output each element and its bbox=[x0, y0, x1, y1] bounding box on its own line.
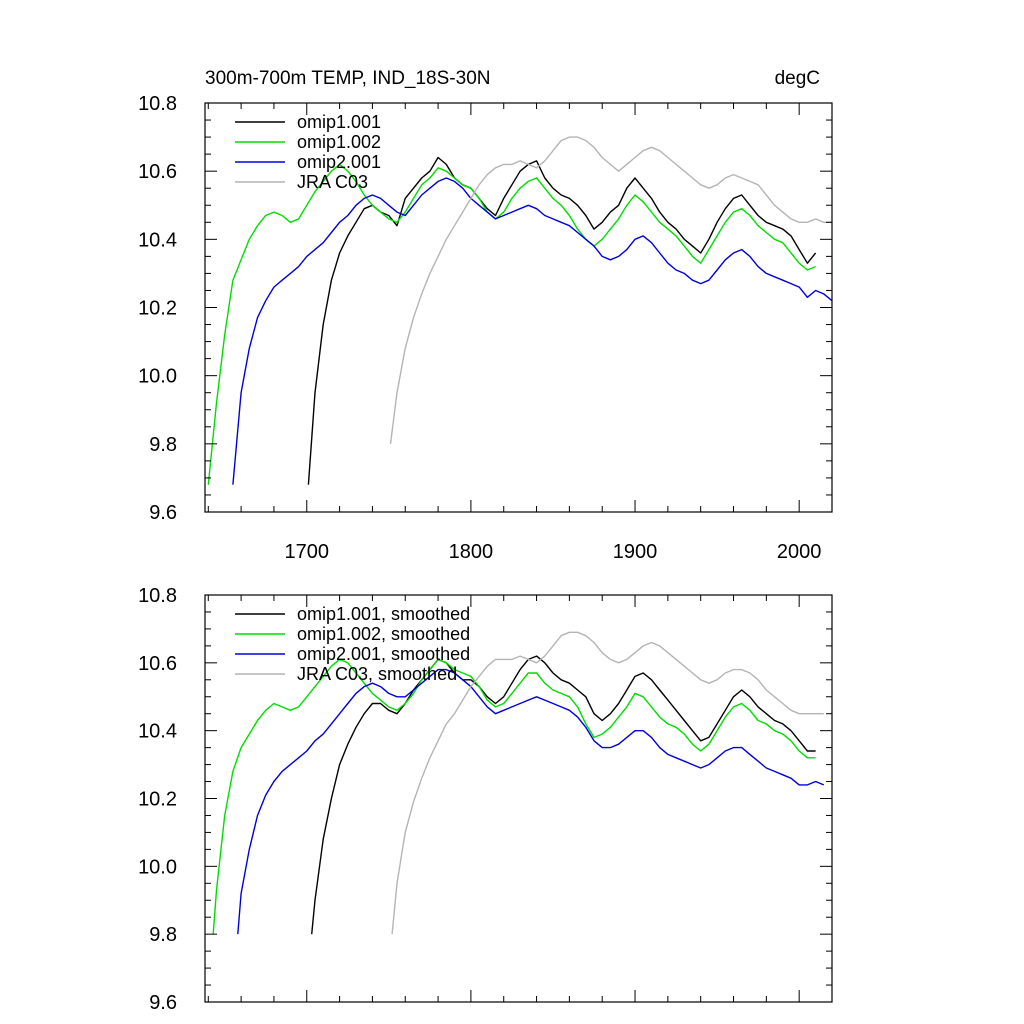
series-line-3 bbox=[232, 177, 833, 485]
series-line-1 bbox=[307, 156, 817, 485]
y-tick-label: 10.6 bbox=[138, 161, 177, 183]
legend-label: omip1.001 bbox=[297, 112, 381, 132]
legend-label: JRA C03, smoothed bbox=[297, 664, 457, 684]
y-tick-label: 10.4 bbox=[138, 229, 177, 251]
y-tick-label: 9.6 bbox=[149, 502, 177, 524]
series-line-4 bbox=[391, 631, 824, 935]
series-line-2 bbox=[212, 658, 816, 935]
legend-label: omip2.001 bbox=[297, 152, 381, 172]
x-tick-label: 2000 bbox=[777, 541, 822, 563]
series-line-4 bbox=[389, 136, 832, 444]
x-tick-label: 1900 bbox=[613, 541, 658, 563]
legend-label: omip1.002 bbox=[297, 132, 381, 152]
y-tick-label: 10.0 bbox=[138, 366, 177, 388]
y-tick-label: 9.6 bbox=[149, 992, 177, 1014]
y-tick-label: 9.8 bbox=[149, 924, 177, 946]
y-tick-label: 10.2 bbox=[138, 789, 177, 811]
x-tick-label: 1700 bbox=[285, 541, 330, 563]
x-tick-label: 1800 bbox=[449, 541, 494, 563]
y-tick-label: 10.0 bbox=[138, 856, 177, 878]
units-label: degC bbox=[775, 68, 820, 89]
legend-label: omip1.002, smoothed bbox=[297, 624, 470, 644]
legend-label: omip2.001, smoothed bbox=[297, 644, 470, 664]
series-line-2 bbox=[207, 163, 816, 485]
chart-title: 300m-700m TEMP, IND_18S-30N bbox=[205, 68, 490, 89]
legend-label: JRA C03 bbox=[297, 172, 368, 192]
legend-label: omip1.001, smoothed bbox=[297, 604, 470, 624]
y-tick-label: 10.6 bbox=[138, 653, 177, 675]
top-panel: 300m-700m TEMP, IND_18S-30N degC 9.6 9.8 10.… bbox=[138, 68, 833, 563]
y-tick-label: 10.8 bbox=[138, 93, 177, 115]
series-line-3 bbox=[237, 668, 825, 935]
y-tick-label: 9.8 bbox=[149, 434, 177, 456]
y-tick-label: 10.2 bbox=[138, 298, 177, 320]
y-tick-label: 10.8 bbox=[138, 585, 177, 607]
series-line-1 bbox=[311, 655, 816, 935]
y-tick-label: 10.4 bbox=[138, 721, 177, 743]
bottom-panel: 9.6 9.8 10.0 10.2 10.4 10.6 10.8 omip1.001, smo… bbox=[138, 585, 833, 1014]
